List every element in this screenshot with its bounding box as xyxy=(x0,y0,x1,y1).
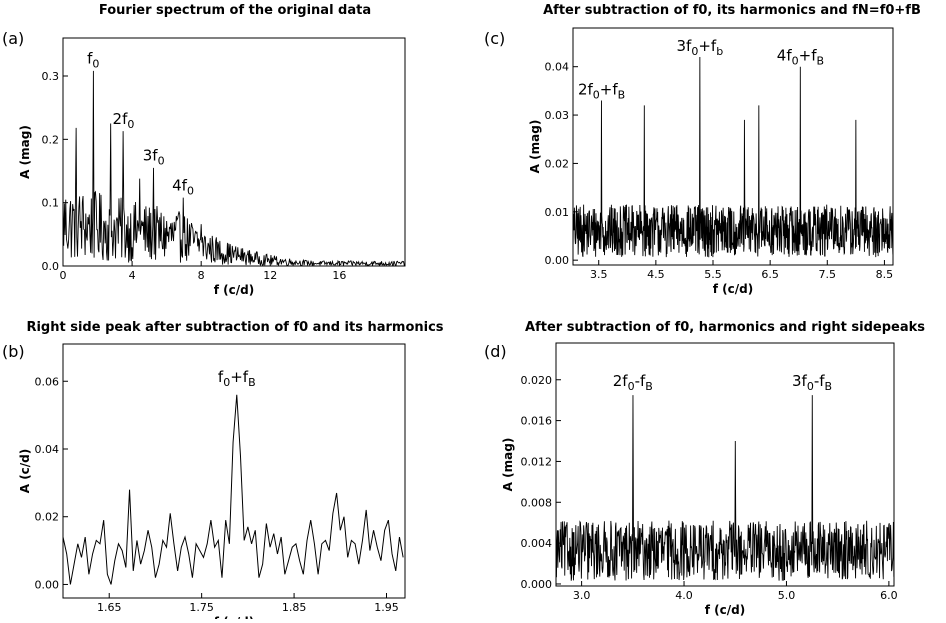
y-tick-label: 0.00 xyxy=(35,578,60,591)
y-tick-label: 0.020 xyxy=(521,374,553,387)
x-tick-label: 1.65 xyxy=(97,601,122,614)
x-axis-label: f (c/d) xyxy=(705,603,745,617)
series-line xyxy=(63,70,405,266)
y-tick-label: 0.000 xyxy=(521,578,553,591)
panel-letter: (b) xyxy=(2,342,25,361)
y-tick-label: 0.1 xyxy=(42,197,60,210)
peak-annotation: 3f0+fb xyxy=(677,37,724,58)
x-tick-label: 1.75 xyxy=(189,601,214,614)
panel-title: Fourier spectrum of the original data xyxy=(99,3,371,18)
panel-letter: (c) xyxy=(484,29,505,48)
y-tick-label: 0.06 xyxy=(35,375,60,388)
plot-frame xyxy=(62,37,406,267)
peak-annotation: f0+fB xyxy=(218,368,256,389)
plot-frame xyxy=(555,342,895,587)
peak-annotation: 2f0 xyxy=(113,110,135,131)
panel-1: After subtraction of f0, its harmonics a… xyxy=(484,3,921,296)
series-line xyxy=(556,395,894,581)
y-tick-label: 0.0 xyxy=(42,260,60,273)
plot-frame xyxy=(572,27,894,266)
x-tick-label: 4.5 xyxy=(647,268,665,281)
peak-annotation: 2f0+fB xyxy=(578,81,625,102)
x-axis-label: f (c/d) xyxy=(214,283,254,297)
plot-frame xyxy=(62,343,406,599)
x-tick-label: 8.5 xyxy=(876,268,894,281)
y-axis-label: A (c/d) xyxy=(18,449,32,494)
peak-annotation: 4f0+fB xyxy=(777,47,824,68)
panel-3: After subtraction of f0, harmonics and r… xyxy=(484,320,925,617)
y-tick-label: 0.02 xyxy=(545,157,570,170)
panel-2: Right side peak after subtraction of f0 … xyxy=(2,320,444,623)
series-line xyxy=(573,57,893,258)
panel-title: After subtraction of f0, its harmonics a… xyxy=(543,3,921,18)
peak-annotation: f0 xyxy=(87,50,99,71)
x-tick-label: 7.5 xyxy=(819,268,837,281)
y-tick-label: 0.00 xyxy=(545,254,570,267)
y-tick-label: 0.004 xyxy=(521,537,553,550)
panel-title: After subtraction of f0, harmonics and r… xyxy=(525,320,925,335)
y-tick-label: 0.04 xyxy=(545,61,570,74)
x-tick-label: 6.0 xyxy=(880,589,898,602)
panel-letter: (a) xyxy=(2,29,24,48)
x-tick-label: 3.5 xyxy=(590,268,608,281)
peak-annotation: 3f0 xyxy=(143,147,165,168)
x-tick-label: 1.95 xyxy=(374,601,399,614)
y-tick-label: 0.01 xyxy=(545,206,570,219)
y-tick-label: 0.03 xyxy=(545,109,570,122)
peak-annotation: 2f0-fB xyxy=(613,372,653,393)
y-axis-label: A (mag) xyxy=(528,120,542,174)
x-axis-label: f (c/d) xyxy=(214,615,254,619)
x-tick-label: 12 xyxy=(263,269,277,282)
panel-title: Right side peak after subtraction of f0 … xyxy=(26,320,443,335)
y-tick-label: 0.2 xyxy=(42,133,60,146)
series-line xyxy=(63,394,404,585)
x-tick-label: 6.5 xyxy=(761,268,779,281)
y-tick-label: 0.008 xyxy=(521,496,553,509)
y-tick-label: 0.012 xyxy=(521,455,553,468)
peak-annotation: 3f0-fB xyxy=(792,372,832,393)
x-tick-label: 8 xyxy=(198,269,205,282)
x-axis-label: f (c/d) xyxy=(713,282,753,296)
x-tick-label: 5.5 xyxy=(704,268,722,281)
y-tick-label: 0.02 xyxy=(35,511,60,524)
panel-letter: (d) xyxy=(484,342,507,361)
panel-0: Fourier spectrum of the original data (a)… xyxy=(2,3,406,297)
x-tick-label: 4 xyxy=(129,269,136,282)
x-tick-label: 1.85 xyxy=(282,601,307,614)
y-tick-label: 0.04 xyxy=(35,443,60,456)
x-tick-label: 0 xyxy=(60,269,67,282)
x-tick-label: 5.0 xyxy=(778,589,796,602)
x-tick-label: 4.0 xyxy=(675,589,693,602)
x-tick-label: 16 xyxy=(332,269,346,282)
y-axis-label: A (mag) xyxy=(18,125,32,179)
y-tick-label: 0.3 xyxy=(42,70,60,83)
y-tick-label: 0.016 xyxy=(521,415,553,428)
y-axis-label: A (mag) xyxy=(501,438,515,492)
peak-annotation: 4f0 xyxy=(172,176,194,197)
x-tick-label: 3.0 xyxy=(573,589,591,602)
